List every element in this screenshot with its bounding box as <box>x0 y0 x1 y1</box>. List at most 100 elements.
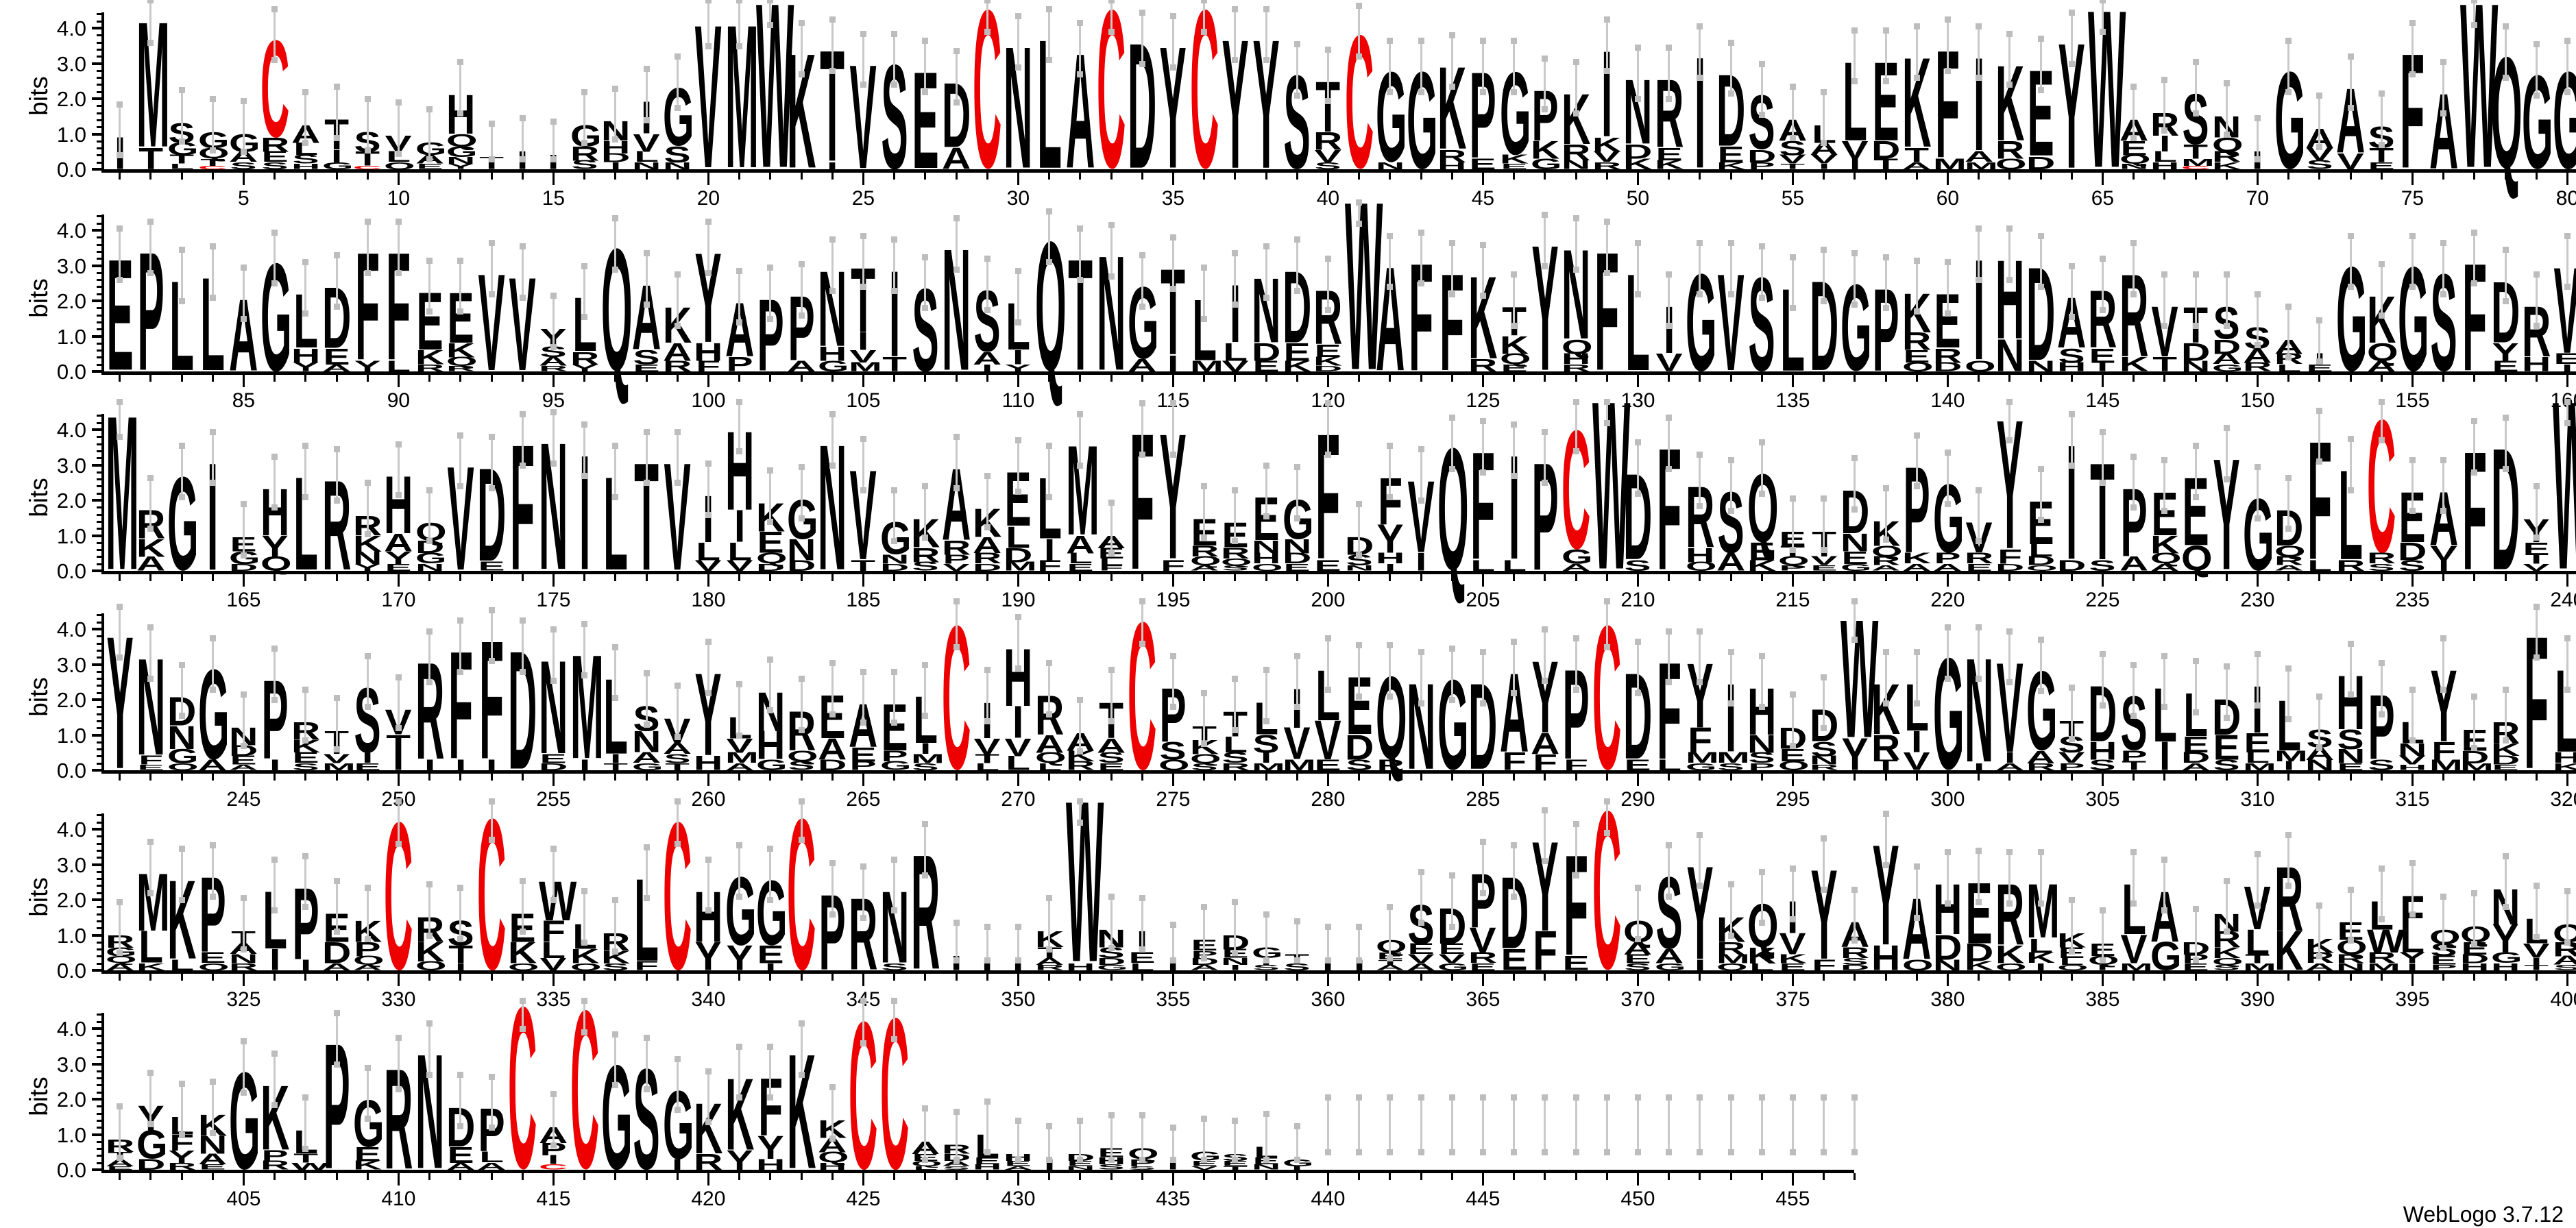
x-axis-minor-tick <box>1141 574 1143 581</box>
y-axis-minor-tick <box>97 236 101 239</box>
logo-letter: L <box>2307 556 2332 574</box>
x-axis-major-tick <box>2101 574 2104 587</box>
logo-letter: T <box>1873 155 1898 173</box>
error-bar-cap <box>891 236 898 243</box>
error-bar <box>738 271 741 322</box>
error-bar-cap <box>674 271 681 278</box>
logo-letter: L <box>2152 148 2177 166</box>
error-bar <box>1636 1097 1639 1153</box>
error-bar-cap <box>1634 439 1641 446</box>
x-axis-major-tick <box>552 173 555 185</box>
error-bar <box>1141 403 1143 455</box>
error-bar-cap <box>1014 437 1021 444</box>
error-bar-cap <box>2316 458 2323 465</box>
error-bar-cap <box>1697 452 1703 458</box>
error-bar <box>1450 417 1453 469</box>
error-bar <box>1854 253 1856 305</box>
x-axis-minor-tick <box>769 1173 772 1180</box>
error-bar <box>1048 898 1051 950</box>
x-axis-minor-tick <box>1823 1173 1825 1180</box>
logo-letter: E <box>757 525 784 560</box>
logo-letter: S <box>912 559 939 574</box>
logo-letter: L <box>1749 961 1775 973</box>
error-bar-cap <box>2347 435 2354 442</box>
y-axis-minor-tick <box>97 748 101 751</box>
error-bar-cap <box>395 150 402 157</box>
error-bar <box>986 926 988 960</box>
error-bar-cap <box>2099 702 2106 709</box>
logo-letter: I <box>362 749 374 767</box>
error-bar <box>1978 850 1980 902</box>
x-axis-minor-tick <box>304 375 307 382</box>
x-axis-minor-tick <box>1110 1173 1113 1180</box>
error-bar <box>1699 1097 1701 1153</box>
error-bar-cap <box>2347 487 2354 493</box>
error-bar-cap <box>984 256 991 262</box>
x-axis-major-tick <box>1017 774 1019 786</box>
error-bar-cap <box>117 152 123 159</box>
x-axis-tick-label: 95 <box>542 389 566 412</box>
error-bar-cap <box>643 66 650 73</box>
x-axis-tick-label: 350 <box>1001 988 1036 1011</box>
error-bar <box>2163 274 2166 326</box>
x-axis-minor-tick <box>1048 974 1051 981</box>
logo-letter: T <box>665 761 690 773</box>
error-bar-cap <box>1572 635 1579 641</box>
error-bar <box>2101 431 2104 483</box>
error-bar-cap <box>1293 1122 1300 1129</box>
logo-letter: E <box>1655 144 1683 164</box>
error-bar-cap <box>1882 649 1889 656</box>
error-bar-cap <box>1356 1149 1363 1156</box>
error-bar-cap <box>798 798 805 805</box>
x-axis-minor-tick <box>2008 974 2011 981</box>
x-axis-minor-tick <box>1265 974 1267 981</box>
error-bar <box>1544 1097 1546 1153</box>
logo-letter: W <box>2459 0 2499 219</box>
x-axis-minor-tick <box>119 1173 121 1180</box>
error-bar-cap <box>1046 711 1053 717</box>
logo-letter: F <box>1564 756 1588 774</box>
logo-letter: A <box>2150 561 2180 574</box>
error-bar-cap <box>1479 1094 1486 1101</box>
error-bar-cap <box>1046 946 1053 953</box>
error-bar-cap <box>1511 689 1518 696</box>
error-bar <box>1544 809 1546 861</box>
logo-letter: G <box>2243 478 2274 593</box>
x-axis-minor-tick <box>1760 574 1763 581</box>
error-bar-cap <box>1821 1149 1827 1156</box>
error-bar-cap <box>2533 41 2540 48</box>
logo-letter: S <box>292 761 319 773</box>
error-bar <box>1171 403 1174 455</box>
error-bar-cap <box>2564 635 2571 641</box>
error-bar-cap <box>1387 1094 1394 1101</box>
error-bar <box>2318 410 2321 462</box>
logo-letter: E <box>1469 961 1496 973</box>
y-axis-title: bits <box>25 877 53 917</box>
y-axis-minor-tick <box>97 835 101 838</box>
y-axis-minor-tick <box>97 670 101 673</box>
error-bar-cap <box>2130 661 2137 668</box>
error-bar-cap <box>1448 465 1455 472</box>
error-bar-cap <box>1418 649 1424 656</box>
y-axis-minor-tick <box>97 755 101 758</box>
x-axis-minor-tick <box>2380 974 2383 981</box>
error-bar <box>2163 859 2166 911</box>
x-axis-minor-tick <box>521 574 524 581</box>
error-bar-cap <box>1603 219 1610 225</box>
error-bar-cap <box>705 639 712 646</box>
x-axis-minor-tick <box>490 574 493 581</box>
error-bar-cap <box>1789 1149 1796 1156</box>
error-bar-cap <box>643 670 650 677</box>
error-bar-cap <box>147 269 154 276</box>
error-bar <box>1575 637 1577 689</box>
y-axis-minor-tick <box>97 1148 101 1151</box>
y-axis-minor-tick <box>97 250 101 253</box>
x-axis-minor-tick <box>2473 375 2476 382</box>
y-axis-minor-tick <box>97 528 101 530</box>
error-bar <box>459 887 462 939</box>
error-bar-cap <box>1293 92 1300 99</box>
logo-letter: N <box>879 552 909 567</box>
x-axis-minor-tick <box>304 1173 307 1180</box>
error-bar-cap <box>2037 849 2044 856</box>
error-bar-cap <box>891 487 898 493</box>
